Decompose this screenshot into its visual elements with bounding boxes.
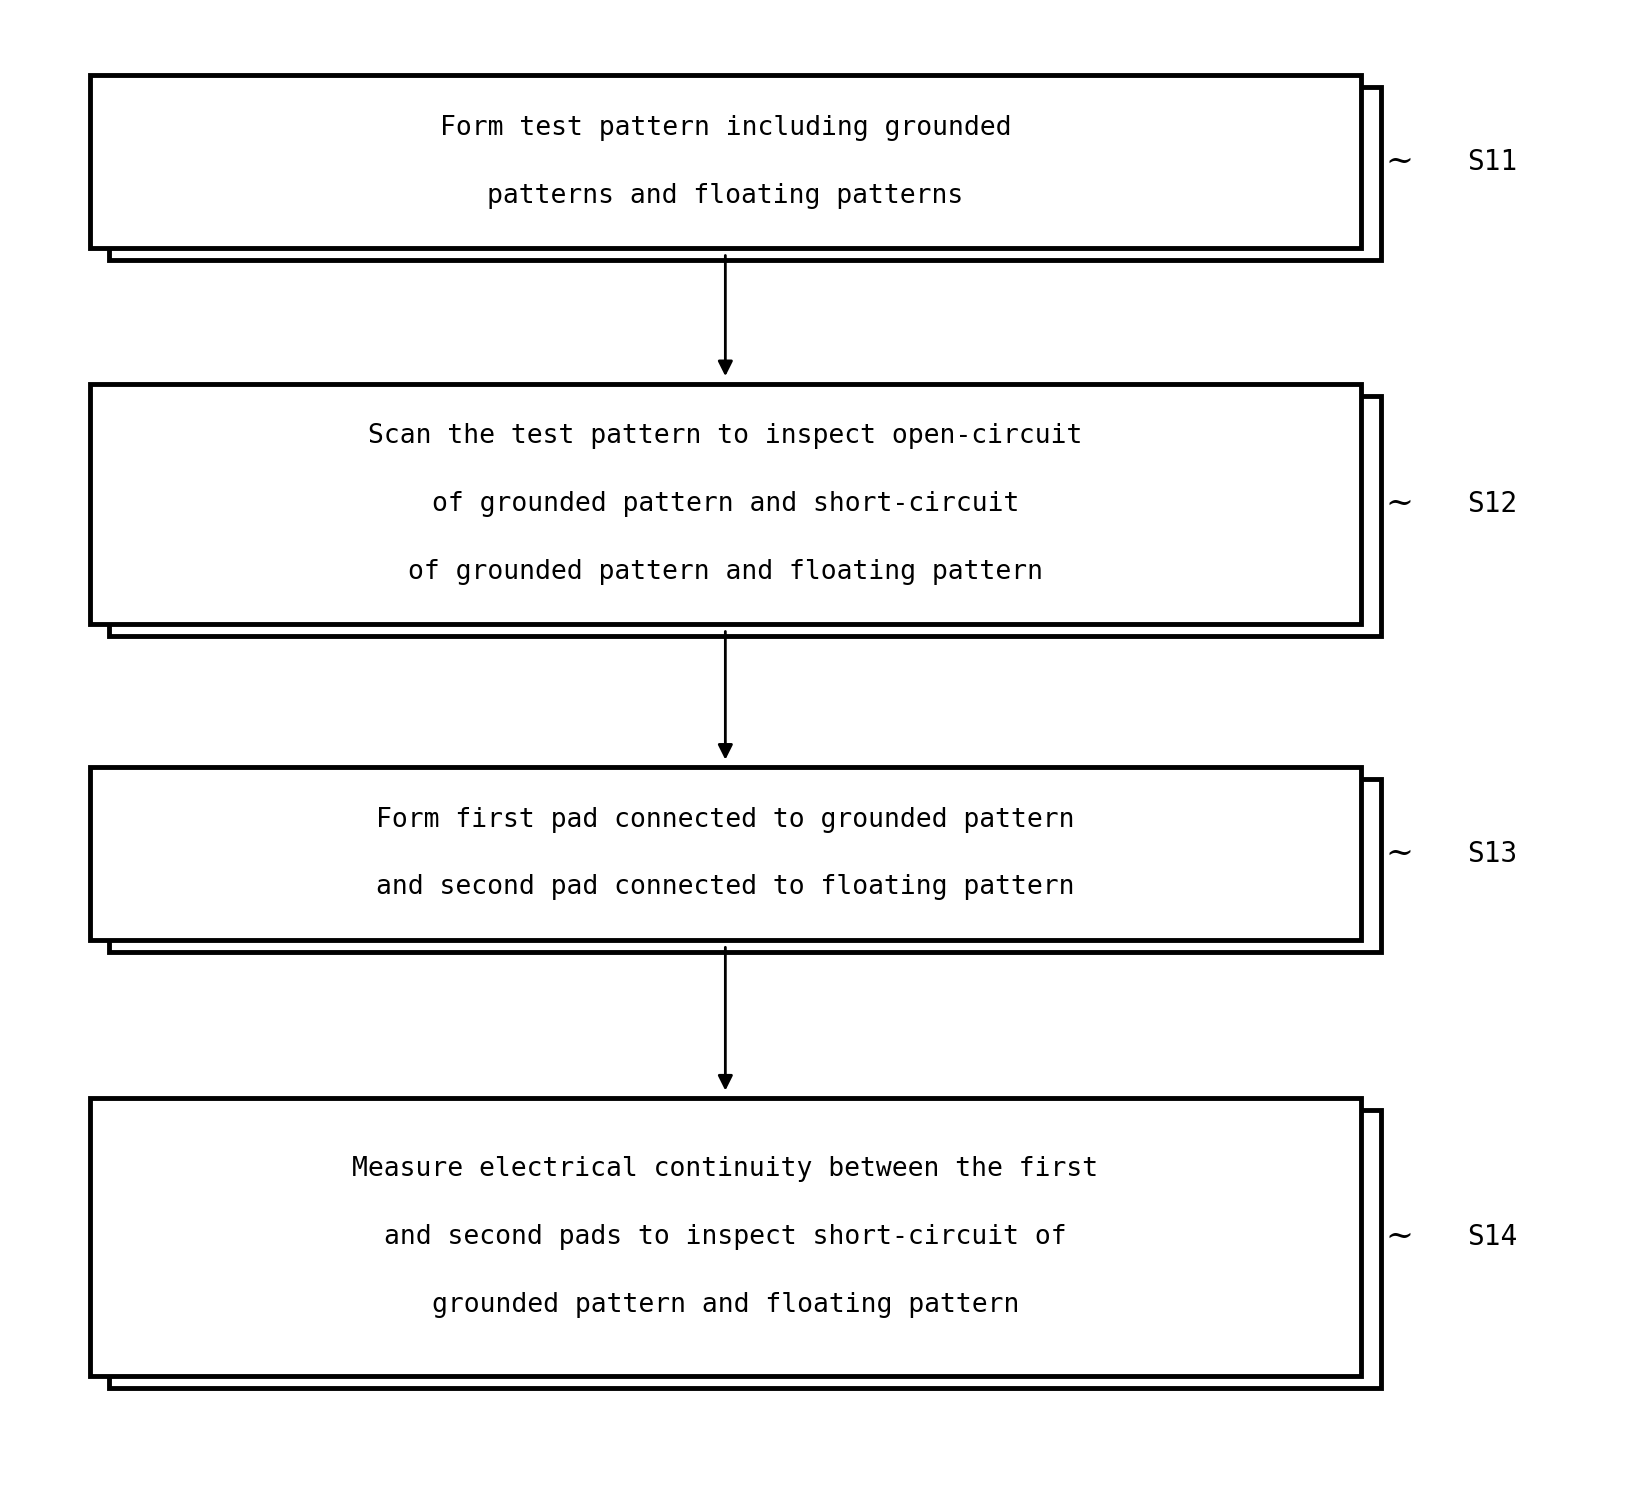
Text: Form first pad connected to grounded pattern: Form first pad connected to grounded pat… bbox=[377, 806, 1074, 833]
Text: grounded pattern and floating pattern: grounded pattern and floating pattern bbox=[432, 1292, 1019, 1318]
Text: ~: ~ bbox=[1386, 1221, 1413, 1253]
Text: S12: S12 bbox=[1467, 490, 1518, 517]
Text: Measure electrical continuity between the first: Measure electrical continuity between th… bbox=[352, 1157, 1099, 1182]
Text: ~: ~ bbox=[1386, 838, 1413, 869]
Text: patterns and floating patterns: patterns and floating patterns bbox=[487, 182, 963, 209]
Bar bbox=[90, 767, 1361, 940]
Text: S14: S14 bbox=[1467, 1223, 1518, 1251]
Text: S11: S11 bbox=[1467, 147, 1518, 176]
Bar bbox=[109, 87, 1381, 260]
Text: and second pad connected to floating pattern: and second pad connected to floating pat… bbox=[377, 874, 1074, 901]
Text: ~: ~ bbox=[1386, 146, 1413, 177]
Text: and second pads to inspect short-circuit of: and second pads to inspect short-circuit… bbox=[385, 1224, 1066, 1250]
Text: Scan the test pattern to inspect open-circuit: Scan the test pattern to inspect open-ci… bbox=[368, 423, 1082, 450]
Text: S13: S13 bbox=[1467, 839, 1518, 868]
Text: of grounded pattern and floating pattern: of grounded pattern and floating pattern bbox=[408, 558, 1043, 585]
Bar bbox=[109, 396, 1381, 636]
Bar bbox=[90, 384, 1361, 624]
Text: ~: ~ bbox=[1386, 487, 1413, 520]
Text: Form test pattern including grounded: Form test pattern including grounded bbox=[440, 114, 1011, 141]
Bar bbox=[90, 75, 1361, 248]
Bar bbox=[109, 779, 1381, 952]
Bar bbox=[109, 1110, 1381, 1388]
Text: of grounded pattern and short-circuit: of grounded pattern and short-circuit bbox=[432, 490, 1019, 517]
Bar bbox=[90, 1098, 1361, 1376]
